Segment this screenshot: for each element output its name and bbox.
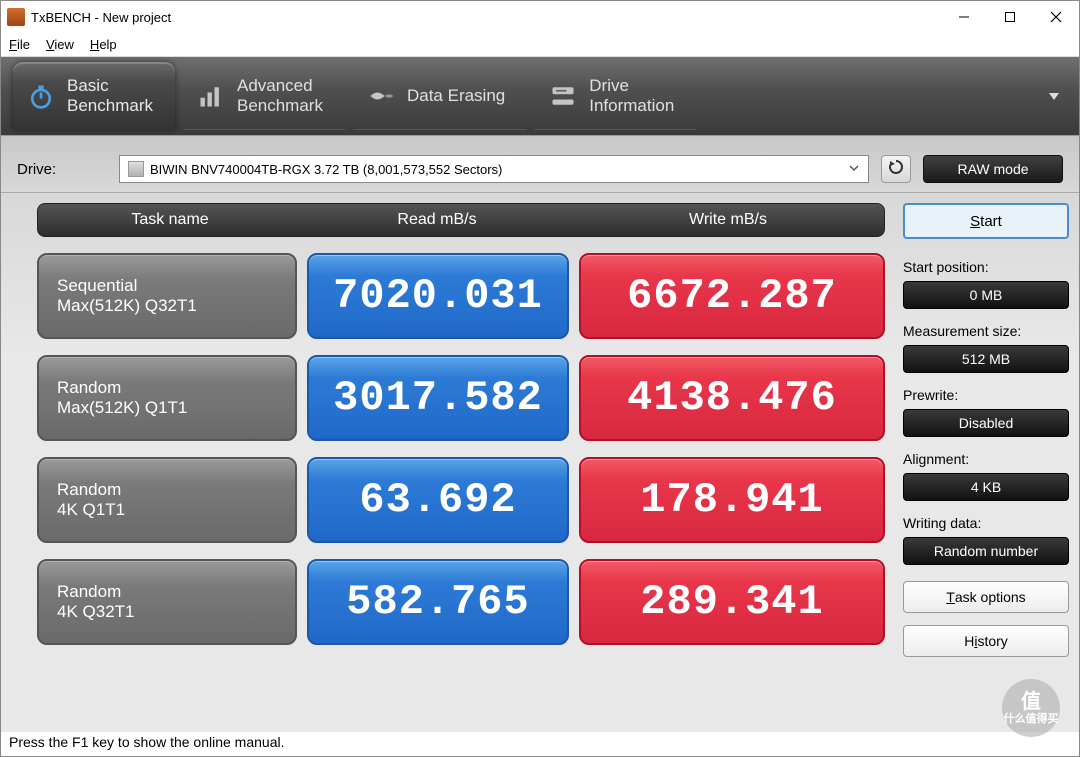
task-name-line2: Max(512K) Q32T1 xyxy=(57,296,277,316)
erase-icon xyxy=(367,82,395,110)
task-name-line2: 4K Q1T1 xyxy=(57,500,277,520)
menu-view[interactable]: View xyxy=(46,37,74,52)
task-name-line1: Random xyxy=(57,582,277,602)
read-value: 63.692 xyxy=(307,457,569,543)
task-name-line2: 4K Q32T1 xyxy=(57,602,277,622)
tab-label: Drive xyxy=(589,76,629,95)
window-minimize-button[interactable] xyxy=(941,1,987,33)
window-titlebar: TxBENCH - New project xyxy=(1,1,1079,33)
task-options-button[interactable]: Task options xyxy=(903,581,1069,613)
header-task: Task name xyxy=(38,204,302,236)
task-name-line1: Random xyxy=(57,378,277,398)
measurement-size-label: Measurement size: xyxy=(903,323,1069,339)
tab-basic-benchmark[interactable]: BasicBenchmark xyxy=(13,62,175,130)
tab-advanced-benchmark[interactable]: AdvancedBenchmark xyxy=(183,62,345,130)
tab-label: Data Erasing xyxy=(407,86,505,105)
tab-label: Advanced xyxy=(237,76,313,95)
task-name-button[interactable]: Random 4K Q32T1 xyxy=(37,559,297,645)
start-position-value[interactable]: 0 MB xyxy=(903,281,1069,309)
write-value: 4138.476 xyxy=(579,355,885,441)
header-write: Write mB/s xyxy=(572,204,884,236)
refresh-button[interactable] xyxy=(881,155,911,183)
tab-label: Benchmark xyxy=(67,96,153,115)
stopwatch-icon xyxy=(27,82,55,110)
task-name-button[interactable]: Random 4K Q1T1 xyxy=(37,457,297,543)
header-read: Read mB/s xyxy=(302,204,572,236)
write-value: 289.341 xyxy=(579,559,885,645)
read-value: 3017.582 xyxy=(307,355,569,441)
result-row: Sequential Max(512K) Q32T1 7020.031 6672… xyxy=(37,253,885,339)
start-position-label: Start position: xyxy=(903,259,1069,275)
read-value: 582.765 xyxy=(307,559,569,645)
prewrite-label: Prewrite: xyxy=(903,387,1069,403)
write-value: 178.941 xyxy=(579,457,885,543)
measurement-size-value[interactable]: 512 MB xyxy=(903,345,1069,373)
drive-selected-text: BIWIN BNV740004TB-RGX 3.72 TB (8,001,573… xyxy=(150,162,842,177)
menu-file[interactable]: File xyxy=(9,37,30,52)
result-row: Random Max(512K) Q1T1 3017.582 4138.476 xyxy=(37,355,885,441)
drive-label: Drive: xyxy=(17,161,107,178)
result-row: Random 4K Q32T1 582.765 289.341 xyxy=(37,559,885,645)
tab-data-erasing[interactable]: Data Erasing xyxy=(353,62,527,130)
task-name-line1: Sequential xyxy=(57,276,277,296)
task-name-button[interactable]: Sequential Max(512K) Q32T1 xyxy=(37,253,297,339)
task-name-button[interactable]: Random Max(512K) Q1T1 xyxy=(37,355,297,441)
raw-mode-label: RAW mode xyxy=(957,161,1028,177)
results-header: Task name Read mB/s Write mB/s xyxy=(37,203,885,237)
app-icon xyxy=(7,8,25,26)
drive-icon xyxy=(128,161,144,177)
writing-data-label: Writing data: xyxy=(903,515,1069,531)
refresh-icon xyxy=(887,158,905,181)
tab-drive-information[interactable]: DriveInformation xyxy=(535,62,696,130)
alignment-value[interactable]: 4 KB xyxy=(903,473,1069,501)
drive-select[interactable]: BIWIN BNV740004TB-RGX 3.72 TB (8,001,573… xyxy=(119,155,869,183)
writing-data-value[interactable]: Random number xyxy=(903,537,1069,565)
window-maximize-button[interactable] xyxy=(987,1,1033,33)
menubar: File View Help xyxy=(1,33,1079,57)
bar-chart-icon xyxy=(197,82,225,110)
tab-label: Benchmark xyxy=(237,96,323,115)
read-value: 7020.031 xyxy=(307,253,569,339)
tab-label: Information xyxy=(589,96,674,115)
task-name-line2: Max(512K) Q1T1 xyxy=(57,398,277,418)
window-title: TxBENCH - New project xyxy=(31,10,941,25)
write-value: 6672.287 xyxy=(579,253,885,339)
alignment-label: Alignment: xyxy=(903,451,1069,467)
tab-strip: BasicBenchmark AdvancedBenchmark Data Er… xyxy=(1,57,1079,135)
result-row: Random 4K Q1T1 63.692 178.941 xyxy=(37,457,885,543)
start-button[interactable]: Start xyxy=(903,203,1069,239)
tab-overflow-button[interactable] xyxy=(1039,81,1069,111)
prewrite-value[interactable]: Disabled xyxy=(903,409,1069,437)
tab-label: Basic xyxy=(67,76,109,95)
window-close-button[interactable] xyxy=(1033,1,1079,33)
task-name-line1: Random xyxy=(57,480,277,500)
raw-mode-button[interactable]: RAW mode xyxy=(923,155,1063,183)
menu-help[interactable]: Help xyxy=(90,37,117,52)
history-button[interactable]: History xyxy=(903,625,1069,657)
drive-info-icon xyxy=(549,82,577,110)
status-bar: Press the F1 key to show the online manu… xyxy=(1,732,1079,756)
chevron-down-icon xyxy=(848,162,860,177)
